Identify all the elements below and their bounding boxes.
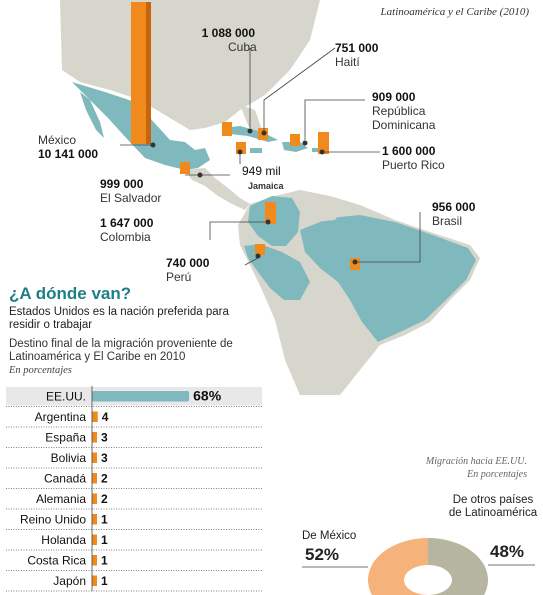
section-subtitle: Estados Unidos es la nación preferida pa… <box>9 306 229 331</box>
leader-lines <box>120 47 421 266</box>
bar-category-label: Holanda <box>41 533 86 547</box>
bar-row-bg <box>6 551 262 570</box>
baja-land <box>80 92 104 138</box>
donut-slice <box>368 538 432 595</box>
bar-category-label: Bolivia <box>51 451 87 465</box>
bar-value-label: 3 <box>101 451 108 465</box>
bar-value-label: 1 <box>101 533 108 547</box>
bar-category-label: España <box>45 430 86 444</box>
pie-label-otros: De otros países de Latinoamérica <box>448 494 538 519</box>
bar <box>92 432 97 443</box>
bar-el-salvador <box>180 162 190 174</box>
donut-slice <box>428 538 488 595</box>
brasil-land <box>300 215 476 342</box>
bar <box>92 493 97 504</box>
label-rep-dominicana: 909 000 República Dominicana <box>372 90 436 132</box>
bar <box>92 514 97 525</box>
bar-value-label: 1 <box>101 574 108 588</box>
bar-category-label: Canadá <box>44 471 86 485</box>
bar-category-label: Costa Rica <box>27 553 86 567</box>
bar <box>92 555 97 566</box>
bar-value-label: 2 <box>101 492 108 506</box>
section-units: En porcentajes <box>9 365 72 376</box>
bar-value-label: 4 <box>102 410 109 424</box>
bar-jamaica <box>236 142 246 154</box>
jamaica-land <box>250 148 262 153</box>
bar-category-label: Japón <box>53 574 86 588</box>
bar-value-label: 1 <box>101 553 108 567</box>
bar-row-bg <box>6 448 262 467</box>
bar-colombia <box>265 202 276 224</box>
venezuela-land <box>300 198 345 222</box>
label-cuba: 1 088 000 Cuba <box>201 26 257 54</box>
bar-value-label: 1 <box>101 512 108 526</box>
bar <box>92 534 97 545</box>
latin-america-map <box>60 0 480 395</box>
bar-category-label: Reino Unido <box>20 512 86 526</box>
leader-dots <box>150 128 358 265</box>
label-puerto-rico: 1 600 000 Puerto Rico <box>382 144 445 172</box>
bar-row-bg <box>6 489 262 508</box>
bar <box>92 575 97 586</box>
donut-hole <box>410 569 446 591</box>
peru-land <box>244 244 310 300</box>
subtitle: Latinoamérica y el Caribe (2010) <box>380 6 529 18</box>
bar-mexico-side <box>146 2 151 144</box>
label-haiti: 751 000 Haití <box>335 41 379 69</box>
label-colombia: 1 647 000 Colombia <box>100 216 154 244</box>
pie-label-mexico: De México <box>302 530 357 542</box>
bar-mexico <box>131 2 146 144</box>
pie-pct-otros: 48% <box>490 542 525 561</box>
hispaniola-land <box>282 142 308 152</box>
pie-pct-mexico: 52% <box>305 545 340 564</box>
bar-rep-dominicana <box>290 134 300 146</box>
bar-category-label: Argentina <box>35 410 87 424</box>
label-el-salvador: 999 000 El Salvador <box>100 177 162 205</box>
destination-bar-chart: EE.UU. 68% Argentina 4 España 3 Bolivia 3 Canadá… <box>6 386 262 592</box>
bar-row-bg <box>6 530 262 549</box>
bar-row-bg <box>6 510 262 529</box>
bar-value-label: 3 <box>101 430 108 444</box>
bar <box>92 411 98 422</box>
label-jamaica: 949 mil Jamaica <box>242 164 284 191</box>
bar <box>92 452 97 463</box>
bar-row-bg <box>6 571 262 590</box>
north-america-land <box>60 0 320 130</box>
label-peru: 740 000 Perú <box>166 256 210 284</box>
bar-value-label: 2 <box>101 471 108 485</box>
bar-row-bg <box>6 428 262 447</box>
bar <box>92 473 97 484</box>
label-brasil: 956 000 Brasil <box>432 200 476 228</box>
bar-category-label: Alemania <box>36 492 86 506</box>
bar-row-bg <box>6 469 262 488</box>
bar-category-label: EE.UU. <box>46 389 86 403</box>
bar-value-label: 68% <box>193 387 222 403</box>
bar-row-bg <box>6 407 262 426</box>
section-description: Destino final de la migración provenient… <box>9 338 233 363</box>
bar <box>92 391 190 402</box>
central-america-land <box>185 168 250 210</box>
section-title: ¿A dónde van? <box>9 284 132 303</box>
bar-peru <box>255 244 265 255</box>
label-mexico: México 10 141 000 <box>38 133 99 161</box>
bar-puerto-rico <box>318 132 329 154</box>
bar-cuba <box>222 122 232 136</box>
pie-note: Migración hacia EE.UU. En porcentajes <box>425 456 527 480</box>
florida-land <box>240 105 262 138</box>
